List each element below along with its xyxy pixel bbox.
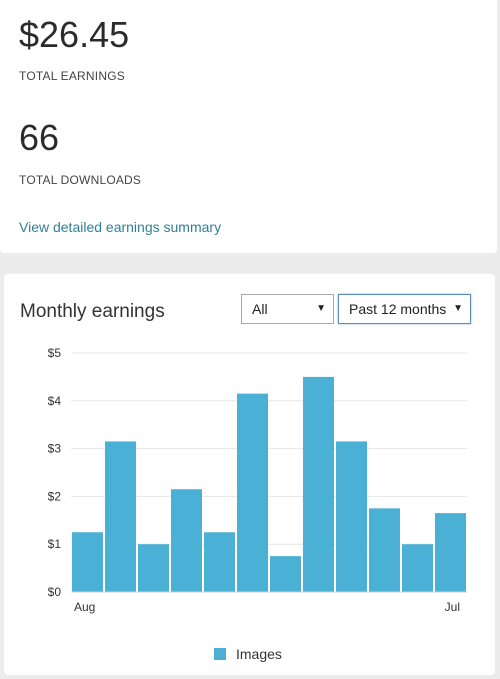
total-earnings-label: TOTAL EARNINGS	[19, 69, 125, 83]
total-downloads-label: TOTAL DOWNLOADS	[19, 173, 142, 187]
legend-label-images: Images	[236, 646, 282, 662]
bar-may[interactable]	[369, 508, 400, 592]
y-tick-label: $3	[48, 442, 62, 456]
bar-jun[interactable]	[402, 544, 433, 592]
x-tick-label: Jul	[445, 600, 460, 614]
bar-nov[interactable]	[171, 489, 202, 592]
bar-mar[interactable]	[303, 376, 334, 592]
y-tick-label: $0	[48, 585, 62, 599]
monthly-earnings-card: Monthly earnings All ▼ Past 12 months ▼ …	[4, 274, 495, 675]
summary-card: $26.45 TOTAL EARNINGS 66 TOTAL DOWNLOADS…	[0, 0, 497, 253]
chart-legend: Images	[214, 646, 282, 662]
bar-feb[interactable]	[270, 556, 301, 592]
y-tick-label: $5	[48, 346, 62, 360]
bar-apr[interactable]	[336, 441, 367, 592]
earnings-bar-chart: $0 $1 $2 $3 $4 $5 Aug Jul	[48, 346, 467, 614]
y-tick-label: $4	[48, 394, 62, 408]
content-type-value: All	[252, 301, 268, 317]
bar-jul[interactable]	[435, 513, 466, 592]
time-range-select[interactable]: Past 12 months ▼	[338, 294, 471, 324]
bar-jan[interactable]	[237, 393, 268, 592]
y-tick-label: $2	[48, 489, 62, 503]
content-type-select[interactable]: All ▼	[241, 294, 334, 324]
chart-title: Monthly earnings	[20, 301, 165, 322]
total-downloads-value: 66	[19, 117, 60, 158]
y-tick-label: $1	[48, 537, 62, 551]
total-earnings-value: $26.45	[19, 14, 130, 55]
bar-sep[interactable]	[105, 441, 136, 592]
chevron-down-icon: ▼	[453, 303, 463, 314]
time-range-value: Past 12 months	[349, 301, 447, 317]
bar-dec[interactable]	[204, 532, 235, 592]
bar-aug[interactable]	[72, 532, 103, 592]
earnings-summary-link[interactable]: View detailed earnings summary	[19, 219, 222, 235]
chevron-down-icon: ▼	[316, 303, 326, 314]
x-tick-label: Aug	[74, 600, 95, 614]
legend-swatch-images	[214, 648, 226, 660]
bar-oct[interactable]	[138, 544, 169, 592]
